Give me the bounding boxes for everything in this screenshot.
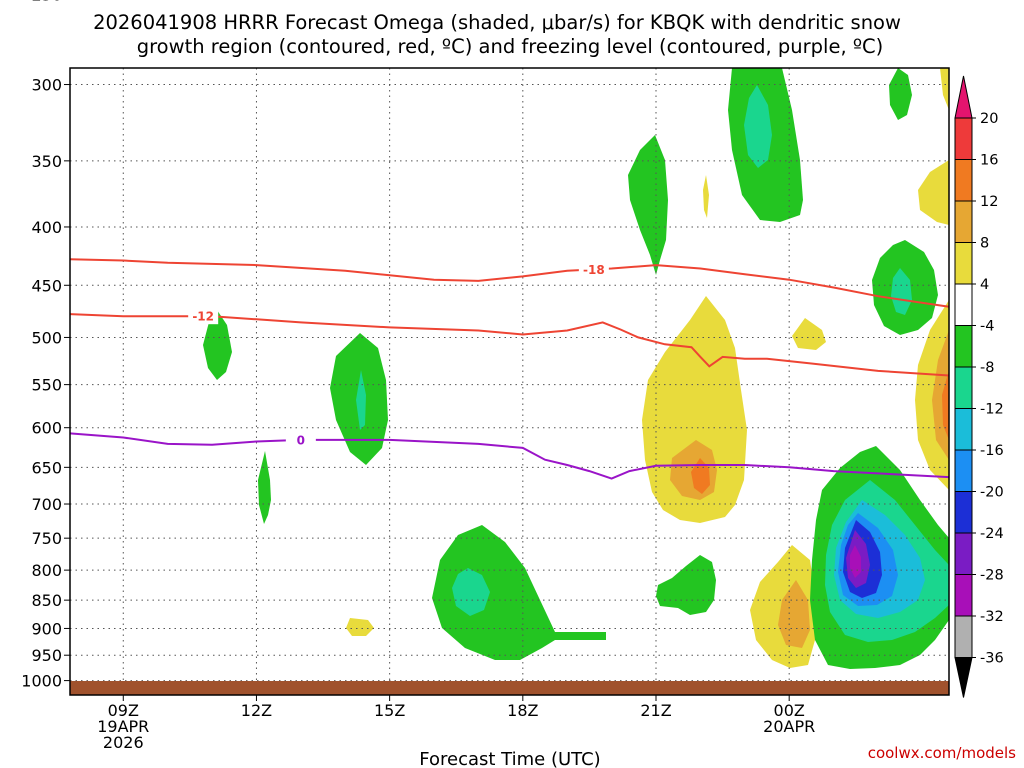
y-tick-label: 350 [31, 152, 62, 171]
omega-positive-area [940, 68, 949, 110]
colorbar-box [954, 242, 973, 285]
colorbar: 20 16 12 8 4 -4 -8 -12 -16 -20 -24 -28 -32 -36 [954, 75, 1004, 698]
omega-positive-area [918, 160, 949, 225]
colorbar-box [954, 366, 973, 409]
colorbar-label: -32 [980, 609, 1004, 625]
x-tick-label: 19APR [97, 717, 149, 736]
x-tick-label: 12Z [241, 701, 272, 720]
colorbar-box [954, 615, 973, 658]
omega-negative-area [656, 555, 716, 615]
omega-negative-area [258, 451, 271, 524]
omega-shading [203, 68, 949, 669]
omega-negative-area [452, 568, 490, 616]
colorbar-label: 20 [980, 111, 998, 127]
x-tick-label: 09Z [108, 701, 139, 720]
contour-label-bg [578, 261, 609, 278]
y-tick-label: 900 [31, 619, 62, 638]
contour-label-bg [188, 308, 219, 325]
colorbar-box [954, 200, 973, 243]
colorbar-label: -20 [980, 485, 1004, 501]
omega-positive-area [942, 370, 949, 440]
omega-positive-area [691, 458, 710, 494]
colorbar-label: -8 [980, 360, 994, 376]
x-tick-label: 20APR [763, 717, 815, 736]
contour-lines: -18 -12 0 [69, 258, 950, 480]
omega-negative-area [628, 135, 668, 275]
colorbar-label: 16 [980, 153, 998, 169]
y-tick-label: 250 [31, 0, 62, 4]
colorbar-label: 8 [980, 236, 989, 252]
colorbar-box [954, 117, 973, 160]
omega-negative-area [356, 370, 366, 430]
colorbar-box [954, 408, 973, 451]
omega-positive-area [703, 175, 709, 218]
omega-negative-area [744, 85, 772, 168]
credit-text: coolwx.com/models [868, 744, 1016, 762]
colorbar-box [954, 532, 973, 575]
plot-border [69, 67, 950, 696]
contour-minus18 [69, 258, 950, 308]
omega-negative-area [889, 68, 912, 120]
colorbar-label: -4 [980, 319, 994, 335]
colorbar-label: -28 [980, 568, 1004, 584]
y-tick-label: 700 [31, 495, 62, 514]
omega-positive-area [346, 618, 374, 636]
chart-title-line1: 2026041908 HRRR Forecast Omega (shaded, … [93, 11, 901, 34]
omega-positive-area [778, 580, 810, 648]
y-tick-label: 650 [31, 458, 62, 477]
y-tick-label: 400 [31, 218, 62, 237]
y-tick-label: 950 [31, 646, 62, 665]
y-tick-label: 850 [31, 591, 62, 610]
colorbar-box [954, 325, 973, 368]
terrain-strip [70, 681, 949, 695]
colorbar-label: 12 [980, 194, 998, 210]
y-tick-label: 800 [31, 561, 62, 580]
contour-0 [69, 432, 950, 480]
colorbar-label: 4 [980, 277, 989, 293]
grid [70, 68, 949, 695]
contour-label: -18 [583, 263, 605, 277]
omega-negative-area [850, 545, 861, 578]
y-axis: 250 300 350 400 450 500 550 600 650 700 750 800 850 9… [21, 0, 70, 691]
plot-area: -18 -12 0 [69, 67, 950, 696]
x-tick-label: 2026 [103, 733, 144, 752]
colorbar-box [954, 574, 973, 617]
y-tick-label: 1000 [21, 672, 62, 691]
y-tick-label: 450 [31, 276, 62, 295]
colorbar-label: -24 [980, 526, 1004, 542]
x-tick-label: 18Z [507, 701, 538, 720]
omega-negative-area [203, 310, 232, 380]
y-tick-label: 300 [31, 76, 62, 95]
x-tick-label: 15Z [374, 701, 405, 720]
x-tick-label: 00Z [774, 701, 805, 720]
contour-minus12 [69, 313, 950, 377]
y-tick-label: 600 [31, 419, 62, 438]
contour-label: -12 [192, 310, 214, 324]
colorbar-bottom-triangle [954, 657, 973, 698]
omega-negative-area [432, 525, 606, 660]
colorbar-box [954, 491, 973, 534]
contour-label: 0 [297, 433, 305, 447]
colorbar-box [954, 449, 973, 492]
contour-label-bg [285, 431, 316, 448]
y-tick-label: 550 [31, 376, 62, 395]
colorbar-box [954, 159, 973, 202]
colorbar-label: -36 [980, 651, 1004, 667]
colorbar-label: -12 [980, 402, 1004, 418]
y-tick-label: 500 [31, 328, 62, 347]
y-tick-label: 750 [31, 529, 62, 548]
omega-negative-area [891, 268, 912, 315]
colorbar-box [954, 283, 973, 326]
x-tick-label: 21Z [640, 701, 671, 720]
chart-title-line2: growth region (contoured, red, ºC) and f… [137, 35, 884, 58]
omega-positive-area [792, 318, 826, 350]
x-axis-label: Forecast Time (UTC) [419, 749, 600, 768]
colorbar-label: -16 [980, 443, 1004, 459]
